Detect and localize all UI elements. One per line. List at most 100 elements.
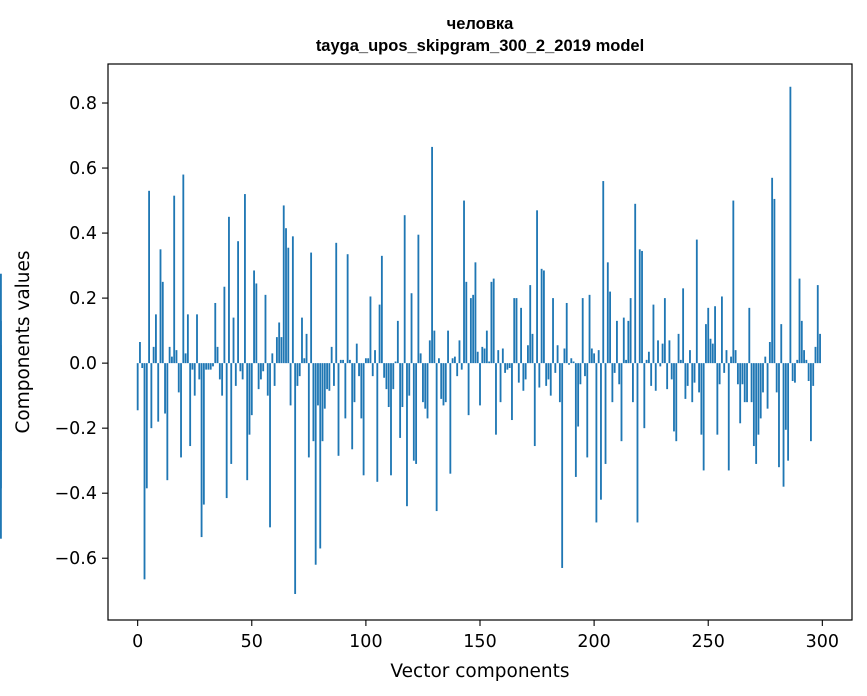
bar: [0, 345, 2, 364]
bar: [369, 296, 372, 364]
bar: [303, 358, 306, 364]
bar: [497, 350, 500, 364]
bar: [287, 247, 290, 364]
bar: [312, 363, 315, 442]
bar: [189, 363, 192, 447]
x-tick-label: 0: [132, 632, 143, 652]
bar: [668, 340, 671, 364]
bar: [180, 363, 182, 458]
bar: [492, 278, 495, 364]
bar: [465, 281, 468, 364]
bar: [545, 363, 548, 386]
bar: [727, 363, 730, 471]
bar: [403, 215, 406, 364]
bar: [253, 270, 255, 364]
bar: [616, 320, 618, 364]
bar: [184, 353, 187, 364]
bar: [426, 363, 429, 419]
bar: [280, 337, 283, 364]
bar: [650, 363, 653, 386]
bar: [239, 363, 242, 372]
bar: [570, 358, 573, 364]
bar: [376, 363, 379, 482]
bar: [673, 363, 675, 432]
bar: [501, 348, 504, 364]
bar: [517, 363, 520, 383]
bar: [330, 346, 333, 364]
bar: [698, 363, 701, 393]
bar: [803, 350, 805, 364]
bar: [488, 361, 491, 364]
bar: [542, 270, 545, 364]
bar: [394, 361, 397, 364]
bar: [175, 350, 178, 364]
bar: [214, 302, 217, 364]
y-tick-label: −0.4: [55, 484, 98, 504]
bar: [657, 340, 659, 364]
bar: [319, 363, 322, 549]
y-tick-label: 0.6: [69, 159, 97, 179]
bar: [625, 359, 627, 364]
bar: [652, 304, 655, 364]
y-axis-label: Components values: [13, 250, 34, 433]
bar: [711, 343, 714, 364]
bar: [387, 363, 390, 408]
x-axis-label: Vector components: [390, 661, 569, 682]
bar: [620, 363, 623, 442]
bar: [499, 363, 502, 403]
bar: [209, 363, 212, 370]
bar: [773, 198, 776, 364]
bar: [641, 250, 643, 364]
bar: [504, 363, 507, 373]
bar: [456, 363, 459, 377]
bar: [675, 363, 678, 442]
bar: [314, 363, 317, 565]
bar: [301, 317, 303, 364]
bar: [305, 333, 308, 364]
bar: [796, 359, 799, 364]
bar: [433, 330, 436, 364]
bar: [355, 343, 358, 364]
bar: [228, 216, 230, 364]
bar: [476, 351, 479, 364]
bar: [659, 363, 662, 367]
bar: [741, 363, 744, 385]
bar: [778, 363, 780, 468]
bar: [723, 363, 726, 373]
bar: [440, 363, 443, 399]
bar: [513, 298, 516, 364]
bar: [422, 363, 424, 403]
x-tick-label: 300: [806, 632, 839, 652]
bar: [645, 359, 648, 364]
x-axis-ticks: 0 50 100 150 200 250 300: [132, 620, 839, 652]
bar: [406, 363, 408, 507]
bar: [367, 358, 370, 364]
bar: [264, 294, 267, 364]
bar: [547, 363, 550, 380]
y-tick-label: 0.0: [69, 354, 97, 374]
bar: [538, 363, 541, 388]
bar: [586, 363, 589, 458]
bar: [246, 363, 249, 481]
bar: [531, 333, 534, 364]
bar: [757, 363, 760, 435]
bar: [380, 255, 383, 364]
bar: [328, 363, 331, 391]
bar: [260, 363, 262, 380]
bars-group: [0, 86, 821, 594]
bar: [291, 236, 294, 364]
bar: [561, 363, 564, 568]
bar: [317, 363, 319, 406]
bar: [449, 363, 452, 474]
bar: [677, 333, 680, 364]
bar: [241, 363, 244, 380]
x-tick-label: 100: [349, 632, 382, 652]
bar: [787, 363, 790, 461]
bar: [752, 363, 755, 447]
bar: [588, 294, 591, 364]
bar: [458, 340, 461, 364]
bar: [232, 317, 235, 364]
bar: [335, 242, 338, 364]
bar: [417, 234, 420, 364]
